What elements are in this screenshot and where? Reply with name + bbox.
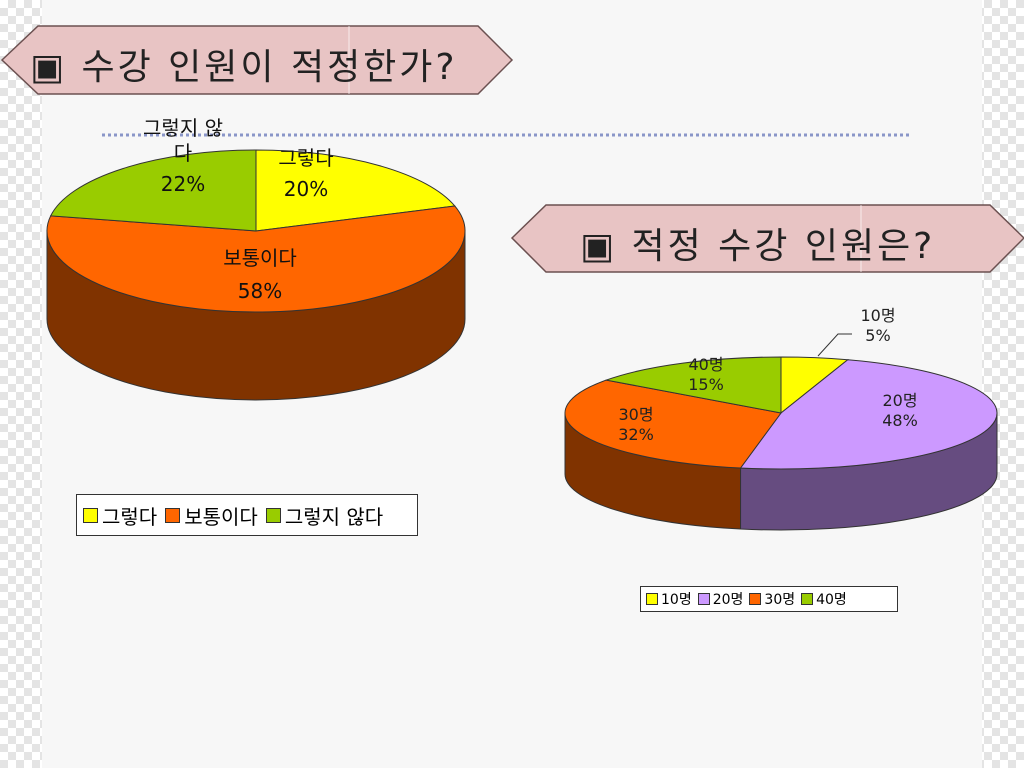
pie1-label-yes: 그렇다 20%	[258, 146, 354, 202]
pie1-label-yes-value: 20%	[283, 177, 329, 201]
pie2-legend-item-20: 20명	[697, 589, 744, 609]
pie1-label-no-value: 22%	[160, 172, 206, 196]
pie2-legend-text-10: 10명	[661, 592, 692, 608]
pie2-label-40-name: 40명	[688, 355, 724, 374]
pie2-slice-1	[739, 359, 998, 470]
pie1-legend-text-normal: 보통이다	[184, 504, 258, 529]
pie1-legend-swatch-yes	[83, 507, 98, 523]
pie1-label-normal: 보통이다 58%	[200, 246, 320, 304]
pie2-label-20: 20명 48%	[860, 391, 940, 431]
pie2-legend-text-20: 20명	[712, 592, 744, 608]
pie1-label-no-name2: 다	[173, 141, 193, 165]
pie1-label-normal-value: 58%	[237, 279, 283, 303]
pie1-legend-item-normal: 보통이다	[165, 501, 258, 530]
pie1-legend-swatch-no	[265, 507, 281, 523]
pie2-legend-item-10: 10명	[646, 589, 692, 609]
pie2-legend-item-40: 40명	[801, 589, 847, 609]
pie2-legend-item-30: 30명	[749, 589, 795, 609]
title-1: ▣ 수강 인원이 적정한가?	[30, 47, 458, 88]
pie2-legend-text-40: 40명	[816, 592, 847, 608]
pie2-slice-2	[564, 379, 782, 469]
pie2-label-20-value: 48%	[882, 411, 918, 430]
pie2-label-40-value: 15%	[688, 375, 724, 394]
pie2-label-10: 10명 5%	[838, 306, 918, 346]
pie1-legend-item-yes: 그렇다	[83, 501, 157, 530]
pie2-label-40: 40명 15%	[666, 355, 746, 395]
pie2-label-10-value: 5%	[865, 326, 891, 345]
pie1-legend-text-no: 그렇지 않다	[284, 504, 384, 529]
pie1-legend-text-yes: 그렇다	[102, 504, 158, 529]
pie2-label-30: 30명 32%	[596, 405, 676, 445]
pie1-legend-item-no: 그렇지 않다	[265, 501, 384, 530]
pie2-legend-swatch-10	[646, 593, 658, 605]
pie2-label-10-name: 10명	[860, 306, 896, 325]
title-2: ▣ 적정 수강 인원은?	[580, 226, 936, 267]
pie2-legend-swatch-30	[749, 593, 762, 605]
pie1-label-normal-name: 보통이다	[223, 246, 297, 270]
pie1-label-yes-name: 그렇다	[278, 146, 334, 170]
pie2-label-20-name: 20명	[882, 391, 918, 410]
pie1-slice-2	[49, 149, 257, 232]
pie2-label-30-name: 30명	[618, 405, 654, 424]
pie1-legend-swatch-normal	[165, 507, 181, 523]
pie2-legend: 10명 20명 30명 40명	[640, 586, 898, 612]
pie1-label-no-name1: 그렇지 않	[143, 116, 223, 140]
pie1-slice-1	[46, 205, 466, 313]
pie1-label-no: 그렇지 않 다 22%	[128, 116, 238, 197]
title-banner-2	[510, 204, 1024, 273]
pie1-slice-0	[255, 149, 456, 232]
pie2-label-30-value: 32%	[618, 425, 654, 444]
pie2-slice-3	[604, 356, 782, 414]
pie2-legend-swatch-40	[801, 593, 814, 605]
pie2-legend-text-30: 30명	[764, 592, 796, 608]
title-banner-1	[0, 25, 514, 95]
pie1-legend: 그렇다 보통이다 그렇지 않다	[76, 494, 418, 536]
pie2-leader-line-10	[817, 333, 852, 357]
pie2-legend-swatch-20	[697, 593, 710, 605]
